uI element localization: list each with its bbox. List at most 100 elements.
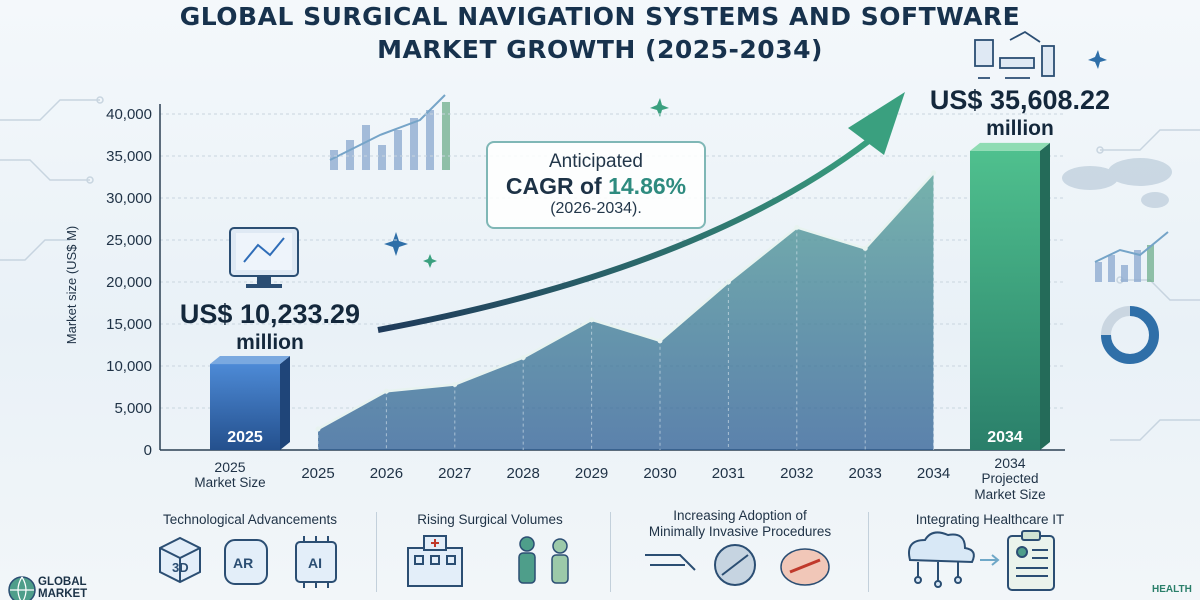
callout-2025-value: US$ 10,233.29 xyxy=(179,299,361,329)
bar-2034-caption-line: Projected xyxy=(981,471,1039,486)
x-tick-label: 2030 xyxy=(643,465,676,482)
data-point xyxy=(931,170,937,176)
data-point xyxy=(520,355,526,361)
x-tick-label: 2031 xyxy=(712,465,745,482)
data-point xyxy=(794,224,800,230)
callout-2025-unit: million xyxy=(236,331,304,354)
divider xyxy=(376,512,377,592)
y-tick-label: 10,000 xyxy=(106,358,152,375)
driver-label-line: Minimally Invasive Procedures xyxy=(648,524,832,539)
decorative-mini-chart xyxy=(1094,231,1169,282)
cagr-callout: Anticipated CAGR of 14.86% (2026-2034). xyxy=(486,141,706,229)
bar-2034-top xyxy=(970,142,1050,151)
sparkle-icon xyxy=(384,50,1107,256)
cloud-network-icon xyxy=(908,531,975,588)
data-point xyxy=(862,245,868,251)
y-axis-label: Market size (US$ M) xyxy=(64,226,79,344)
y-tick-label: 20,000 xyxy=(106,274,152,291)
bar-2034-caption-line: 2034 xyxy=(994,455,1026,471)
bar-2025-label: 2025 xyxy=(227,429,263,446)
y-tick-label: 0 xyxy=(144,442,152,459)
brand-logo-right: HEALTH xyxy=(1152,584,1192,595)
driver-label-healthcare-it: Integrating Healthcare IT xyxy=(880,512,1100,528)
donut-chart-icon xyxy=(1101,306,1159,364)
brand-line: GLOBAL xyxy=(38,576,87,588)
y-tick-label: 30,000 xyxy=(106,190,152,207)
growth-arrow-head xyxy=(848,92,905,155)
series-line xyxy=(317,171,935,431)
y-tick-label: 5,000 xyxy=(114,400,152,417)
bar-2025 xyxy=(210,364,280,450)
endoscope-icon xyxy=(645,554,696,571)
callout-2034-value: US$ 35,608.22 xyxy=(929,85,1111,115)
cagr-prefix: CAGR of xyxy=(505,173,602,199)
sparkle-icon xyxy=(423,98,669,268)
bar-2034 xyxy=(970,150,1040,451)
page-title: GLOBAL SURGICAL NAVIGATION SYSTEMS AND S… xyxy=(0,0,1200,66)
divider xyxy=(868,512,869,592)
3d-cube-label: 3D xyxy=(172,560,189,575)
world-map-icon xyxy=(1062,158,1172,208)
ar-label: AR xyxy=(233,555,253,571)
cagr-line-2: CAGR of 14.86% xyxy=(488,173,704,200)
y-tick-label: 25,000 xyxy=(106,232,152,249)
callout-2034: US$ 35,608.22 million xyxy=(900,84,1140,142)
data-point xyxy=(725,279,731,285)
bar-2034-caption-line: Market Size xyxy=(974,487,1046,502)
callout-2025: US$ 10,233.29 million xyxy=(150,298,390,356)
driver-label-line: Increasing Adoption of xyxy=(673,508,807,523)
bar-2025-side xyxy=(280,356,290,450)
bar-2034-label: 2034 xyxy=(987,429,1023,446)
brand-logo-left: GLOBAL MARKET xyxy=(38,576,87,600)
x-tick-label: 2026 xyxy=(370,465,403,482)
x-tick-label: 2027 xyxy=(438,465,471,482)
arrow-right-icon xyxy=(980,554,1000,566)
divider xyxy=(610,512,611,592)
x-tick-label: 2028 xyxy=(507,465,540,482)
data-point xyxy=(315,426,321,432)
x-tick-label: 2025 xyxy=(301,465,334,482)
y-tick-label: 35,000 xyxy=(106,148,152,165)
data-point xyxy=(383,388,389,394)
decorative-mini-chart xyxy=(329,94,450,170)
callout-2034-unit: million xyxy=(986,117,1054,140)
clipboard-icon xyxy=(1007,530,1055,591)
bar-2034-side xyxy=(1040,142,1050,451)
surgical-equipment-icon xyxy=(974,30,1055,79)
bar-2025-caption-line: 2025 xyxy=(214,459,246,475)
monitor-icon xyxy=(229,227,299,288)
title-line-1: GLOBAL SURGICAL NAVIGATION SYSTEMS AND S… xyxy=(179,2,1021,31)
data-point xyxy=(452,381,458,387)
incision-icon xyxy=(780,548,830,586)
globe-logo-icon xyxy=(8,576,36,600)
data-point xyxy=(589,317,595,323)
cagr-value: 14.86% xyxy=(608,173,687,199)
driver-label-minimally-invasive: Increasing Adoption of Minimally Invasiv… xyxy=(620,508,860,540)
bar-2034-caption: 2034 Projected Market Size xyxy=(950,455,1070,503)
x-tick-label: 2034 xyxy=(917,465,950,482)
data-point xyxy=(657,338,663,344)
decorative-circuits xyxy=(0,96,1200,441)
y-tick-label: 40,000 xyxy=(106,106,152,123)
x-tick-label: 2029 xyxy=(575,465,608,482)
bar-2025-top xyxy=(210,356,290,365)
hospital-icon xyxy=(407,535,463,587)
ai-label: AI xyxy=(308,555,322,571)
driver-label-line: Technological Advancements xyxy=(162,512,338,527)
bar-2025-caption: 2025 Market Size xyxy=(190,459,270,491)
title-line-2: MARKET GROWTH (2025-2034) xyxy=(377,35,823,64)
driver-label-line: Rising Surgical Volumes xyxy=(417,512,563,527)
patients-icon xyxy=(518,536,569,584)
cagr-line-3: (2026-2034). xyxy=(550,200,642,217)
ar-headset-icon xyxy=(224,539,268,585)
ai-chip-icon xyxy=(295,536,337,588)
x-tick-label: 2033 xyxy=(849,465,882,482)
brand-line: HEALTH xyxy=(1152,584,1192,595)
growth-arrow xyxy=(377,137,872,333)
3d-cube-icon xyxy=(159,536,201,584)
brand-line: MARKET xyxy=(38,588,88,600)
bar-2025-caption-line: Market Size xyxy=(194,475,266,490)
driver-label-surgical-volumes: Rising Surgical Volumes xyxy=(385,512,595,528)
scan-circle-icon xyxy=(714,544,756,586)
